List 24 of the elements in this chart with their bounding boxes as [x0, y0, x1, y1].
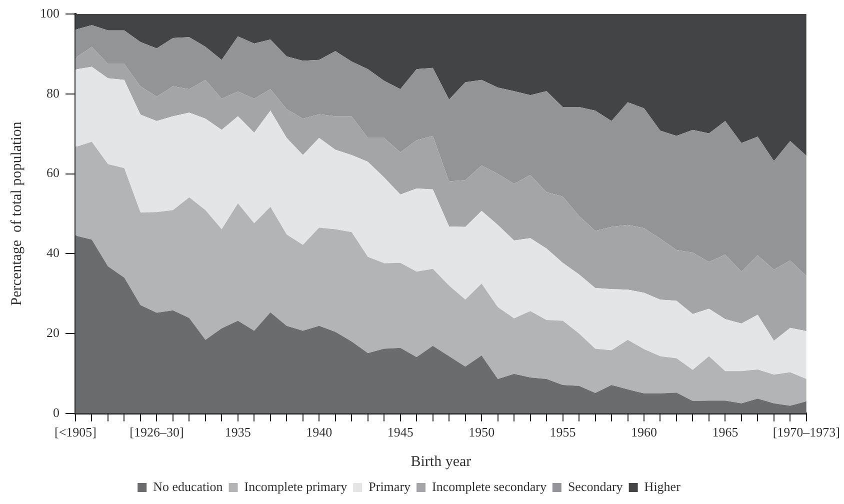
x-tick-label: 1950: [468, 424, 495, 440]
x-tick-label: [1926–30]: [130, 424, 184, 440]
y-axis-title: Percentage of total population: [8, 121, 25, 306]
x-tick-label: [1970–1973]: [772, 424, 840, 440]
legend-label: Incomplete primary: [244, 478, 348, 494]
y-tick-label: 40: [46, 245, 60, 260]
legend-label: No education: [153, 478, 224, 494]
legend-label: Incomplete secondary: [432, 478, 547, 494]
x-tick-label: 1965: [712, 424, 738, 440]
y-tick-label: 20: [46, 324, 60, 340]
y-tick-label: 60: [46, 165, 60, 180]
x-axis-title: Birth year: [410, 454, 472, 470]
y-tick-label: 0: [53, 404, 60, 420]
x-tick-label: 1945: [387, 424, 414, 440]
legend-label: Primary: [368, 478, 412, 494]
x-tick-label: [<1905]: [54, 424, 96, 440]
x-tick-label: 1935: [224, 424, 251, 440]
legend-label: Secondary: [568, 478, 624, 494]
legend-label: Higher: [644, 478, 682, 494]
x-tick-label: 1940: [306, 424, 332, 440]
x-tick-label: 1960: [630, 424, 657, 440]
y-tick-label: 100: [40, 5, 60, 20]
x-tick-label: 1955: [550, 424, 576, 440]
y-tick-label: 80: [46, 85, 60, 100]
